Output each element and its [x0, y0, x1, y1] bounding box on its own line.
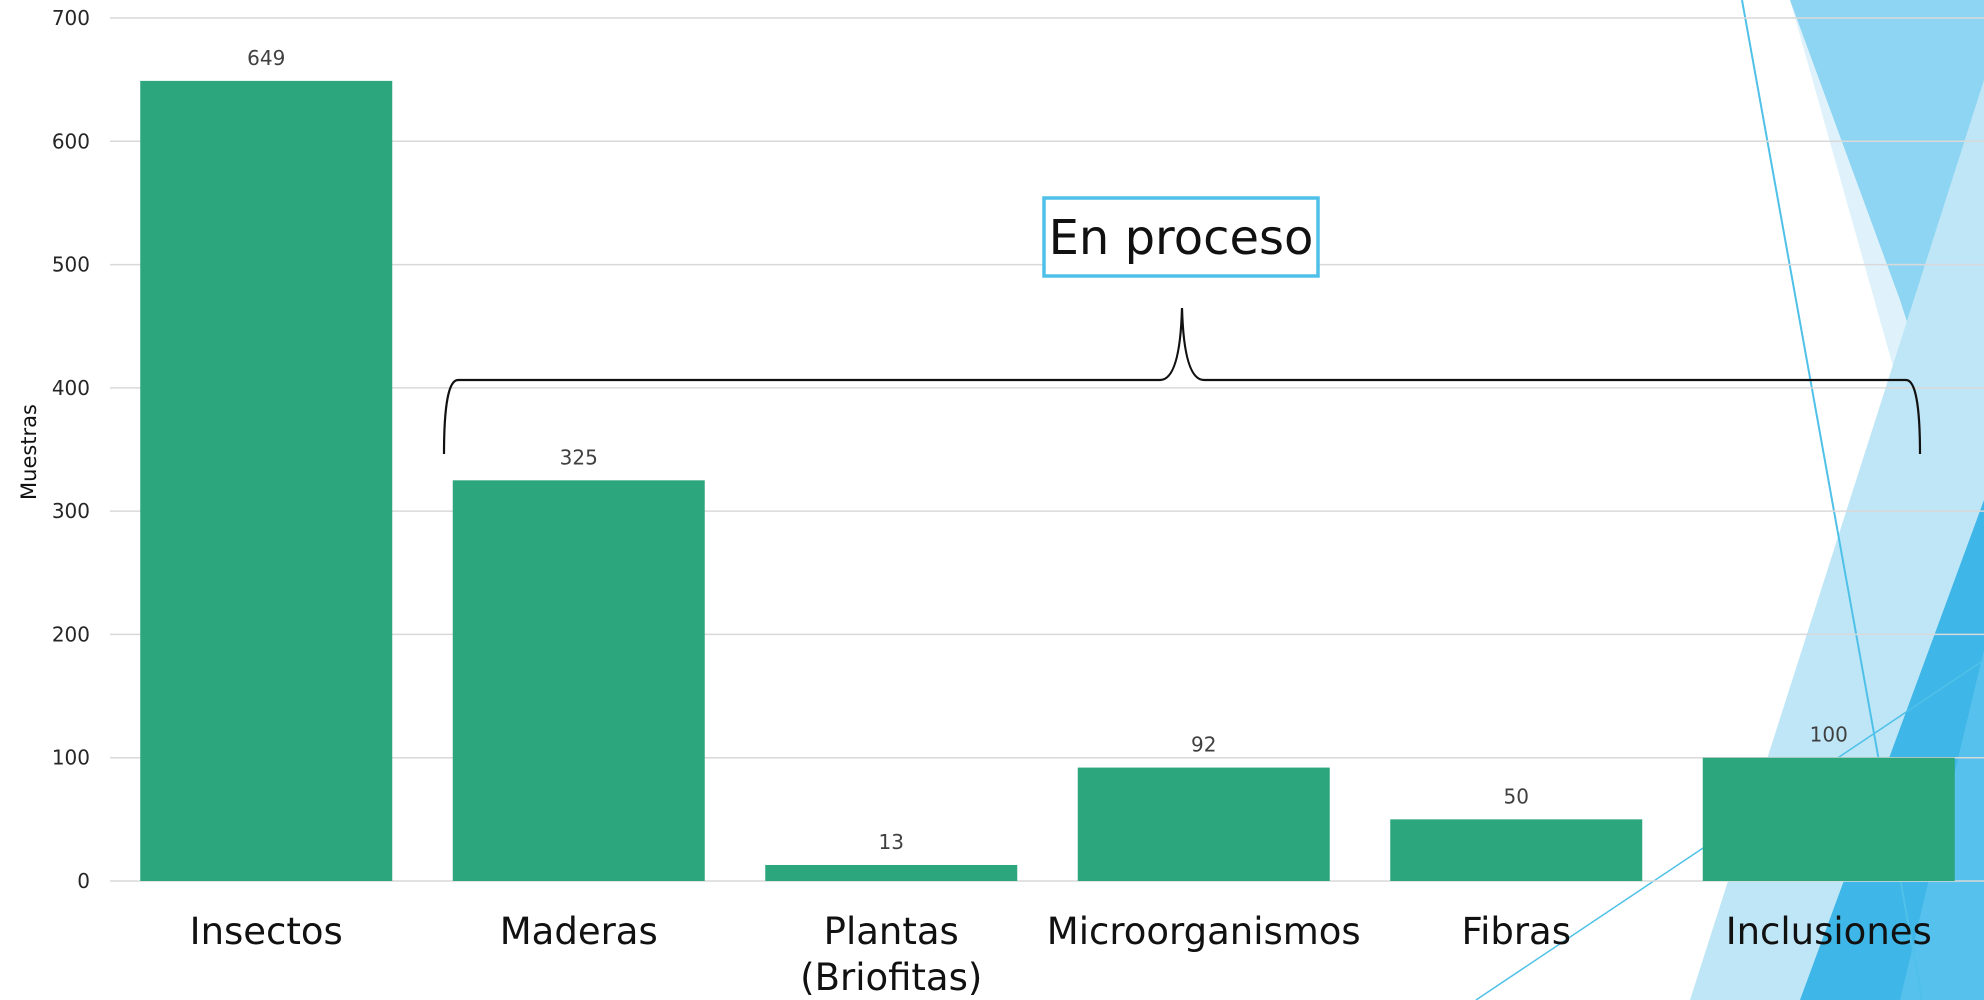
data-label: 325 — [560, 445, 598, 469]
bar — [765, 864, 1018, 881]
bar — [140, 80, 393, 881]
x-category-label: Inclusiones — [1726, 910, 1932, 953]
data-label: 649 — [247, 46, 285, 70]
x-category-label-line: Fibras — [1461, 910, 1571, 953]
data-label: 13 — [879, 830, 904, 854]
x-category-label: Insectos — [190, 910, 343, 953]
x-axis-categories: Insectos Maderas Plantas (Briofitas) Microor… — [190, 910, 1932, 999]
bars — [140, 80, 1955, 881]
en-proceso-annotation: En proceso — [442, 196, 1922, 455]
x-category-label: Maderas — [500, 910, 658, 953]
x-category-label: Plantas (Briofitas) — [800, 910, 982, 999]
y-tick-label: 600 — [52, 129, 90, 153]
bar — [452, 480, 705, 881]
bar — [1390, 819, 1643, 881]
decoration-mid-triangle — [1790, 0, 1984, 560]
y-axis-ticks: 0 100 200 300 400 500 600 700 — [52, 6, 90, 893]
y-tick-label: 200 — [52, 622, 90, 646]
y-tick-label: 0 — [77, 869, 90, 893]
x-category-label: Microorganismos — [1047, 910, 1361, 953]
bar — [1702, 757, 1955, 881]
data-labels: 649 325 13 92 50 100 — [247, 46, 1848, 854]
data-label: 100 — [1810, 723, 1848, 747]
curly-brace — [442, 307, 1922, 455]
x-category-label-line: Insectos — [190, 910, 343, 953]
x-category-label-line: Inclusiones — [1726, 910, 1932, 953]
x-category-label-line: Microorganismos — [1047, 910, 1361, 953]
x-category-label-line: (Briofitas) — [800, 956, 982, 999]
data-label: 92 — [1191, 733, 1216, 757]
bar — [1077, 767, 1330, 881]
y-tick-label: 100 — [52, 746, 90, 770]
x-category-label-line: Maderas — [500, 910, 658, 953]
y-axis-title: Muestras — [17, 404, 41, 500]
callout-box — [1042, 196, 1320, 278]
y-tick-label: 500 — [52, 253, 90, 277]
y-tick-label: 400 — [52, 376, 90, 400]
data-label: 50 — [1504, 784, 1529, 808]
y-tick-label: 300 — [52, 499, 90, 523]
x-category-label-line: Plantas — [824, 910, 959, 953]
x-category-label: Fibras — [1461, 910, 1571, 953]
y-tick-label: 700 — [52, 6, 90, 30]
callout-text: En proceso — [1049, 210, 1314, 266]
